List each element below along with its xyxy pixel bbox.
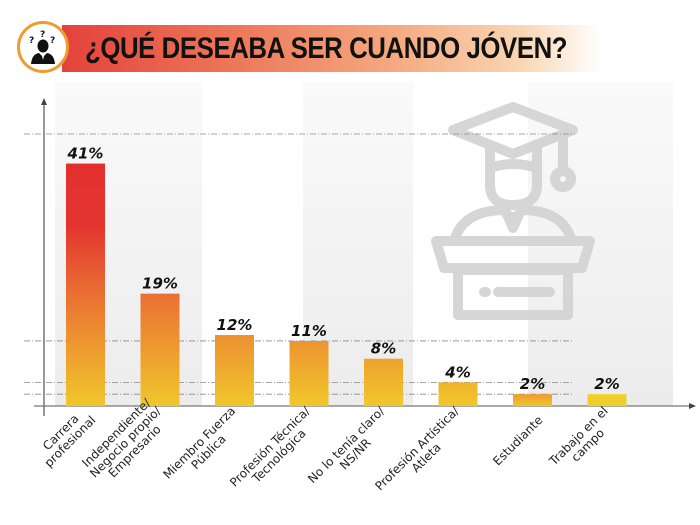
bar (289, 340, 329, 406)
page-title: ¿QUÉ DESEABA SER CUANDO JÓVEN? (85, 32, 568, 65)
bar (587, 394, 627, 406)
value-label: 41% (67, 145, 104, 163)
reference-lines (24, 133, 575, 395)
svg-text:?: ? (40, 30, 45, 40)
bar (513, 394, 552, 406)
category-labels: CarreraprofesionalIndependiente/Negocio … (40, 395, 611, 493)
confused-person-icon: ? ? ? (17, 21, 69, 73)
y-axis-arrow-icon (41, 98, 47, 105)
background-panels (55, 82, 673, 406)
x-axis-arrow-icon (689, 403, 696, 409)
value-labels: 41% 19% 12% 11% 8% 4% 2% 2% (67, 145, 620, 394)
bar (438, 382, 478, 406)
value-label: 12% (217, 316, 253, 334)
chart-header: ? ? ? ¿QUÉ DESEABA SER CUANDO JÓVEN? (0, 0, 700, 80)
value-label: 4% (444, 363, 470, 381)
category-label: Profesión Artística/Atleta (372, 403, 462, 493)
bar (215, 335, 254, 406)
category-label-line: No lo tenía claro/ (305, 403, 388, 486)
category-label-line: Profesión Técnica/ (227, 403, 313, 489)
svg-text:?: ? (50, 36, 55, 46)
bar (140, 293, 180, 406)
confused-person-glyph: ? ? ? (29, 30, 55, 64)
value-label: 2% (520, 375, 545, 393)
svg-text:?: ? (29, 36, 34, 46)
category-label-line: Estudiante (490, 413, 545, 468)
value-label: 8% (371, 340, 396, 358)
bars (66, 163, 627, 406)
category-label: Independiente/Negocio propio/Empresario (79, 395, 164, 480)
value-label: 11% (291, 322, 327, 340)
bar (364, 358, 403, 406)
category-label: Estudiante (490, 413, 545, 468)
bar (66, 163, 105, 406)
category-label-line: Profesión Artística/ (372, 403, 462, 493)
bar-chart: 41% 19% 12% 11% 8% 4% 2% 2% CarreraprofesionalI… (24, 82, 696, 493)
title-band (62, 25, 602, 72)
graduate-at-podium-icon (431, 102, 595, 320)
category-label: Profesión Técnica/Tecnológica (227, 403, 313, 489)
value-label: 2% (594, 375, 619, 393)
value-label: 19% (142, 275, 178, 293)
